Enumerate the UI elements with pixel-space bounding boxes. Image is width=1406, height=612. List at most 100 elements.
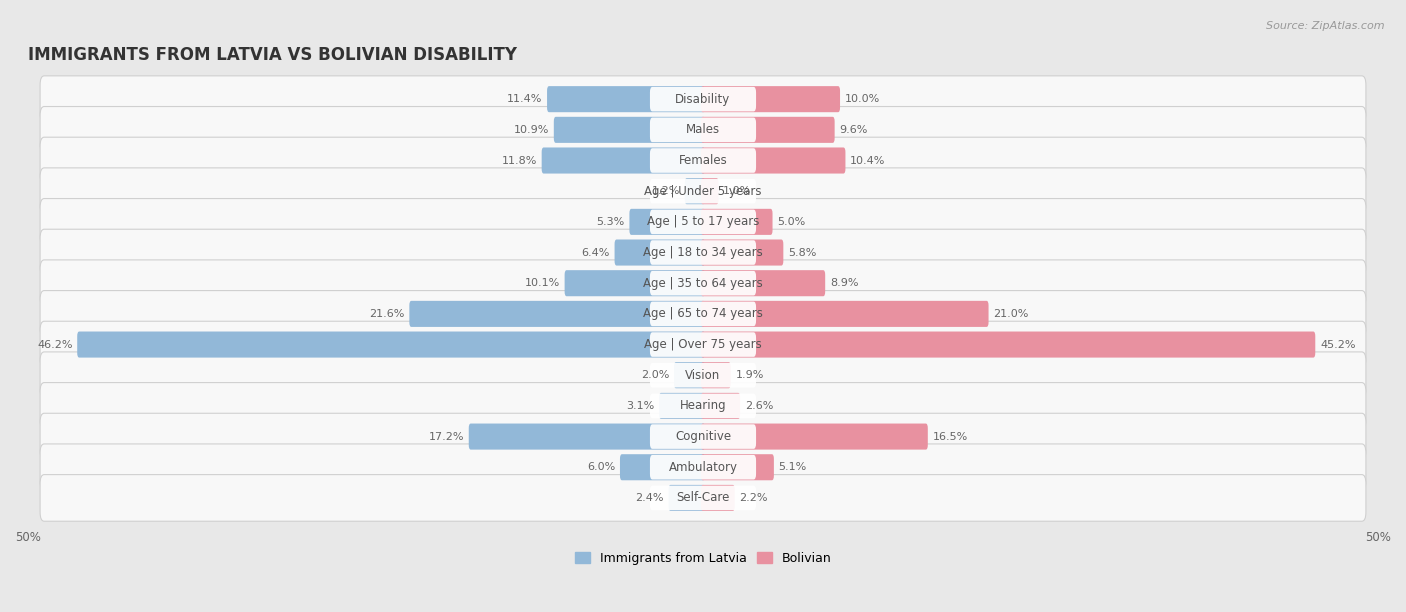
Text: 1.9%: 1.9% bbox=[735, 370, 763, 380]
FancyBboxPatch shape bbox=[702, 362, 731, 388]
Text: 17.2%: 17.2% bbox=[429, 431, 464, 442]
FancyBboxPatch shape bbox=[702, 117, 835, 143]
FancyBboxPatch shape bbox=[541, 147, 704, 174]
FancyBboxPatch shape bbox=[650, 271, 756, 296]
Text: Self-Care: Self-Care bbox=[676, 491, 730, 504]
Text: Age | 65 to 74 years: Age | 65 to 74 years bbox=[643, 307, 763, 320]
Text: 2.0%: 2.0% bbox=[641, 370, 669, 380]
Text: Vision: Vision bbox=[685, 368, 721, 382]
FancyBboxPatch shape bbox=[41, 382, 1365, 429]
Text: 5.3%: 5.3% bbox=[596, 217, 624, 227]
FancyBboxPatch shape bbox=[41, 352, 1365, 398]
Text: 46.2%: 46.2% bbox=[37, 340, 73, 349]
Text: Age | 5 to 17 years: Age | 5 to 17 years bbox=[647, 215, 759, 228]
Text: 3.1%: 3.1% bbox=[626, 401, 654, 411]
Text: 21.6%: 21.6% bbox=[370, 309, 405, 319]
FancyBboxPatch shape bbox=[650, 148, 756, 173]
Text: Disability: Disability bbox=[675, 92, 731, 106]
Text: 6.0%: 6.0% bbox=[586, 462, 616, 472]
Text: Age | 18 to 34 years: Age | 18 to 34 years bbox=[643, 246, 763, 259]
Text: 6.4%: 6.4% bbox=[582, 247, 610, 258]
Text: Females: Females bbox=[679, 154, 727, 167]
Text: 8.9%: 8.9% bbox=[830, 278, 859, 288]
Text: 10.9%: 10.9% bbox=[513, 125, 550, 135]
FancyBboxPatch shape bbox=[41, 321, 1365, 368]
Text: Ambulatory: Ambulatory bbox=[668, 461, 738, 474]
Text: 5.8%: 5.8% bbox=[787, 247, 817, 258]
FancyBboxPatch shape bbox=[702, 209, 772, 235]
FancyBboxPatch shape bbox=[702, 332, 1315, 357]
FancyBboxPatch shape bbox=[468, 424, 704, 450]
FancyBboxPatch shape bbox=[614, 239, 704, 266]
FancyBboxPatch shape bbox=[41, 137, 1365, 184]
FancyBboxPatch shape bbox=[702, 301, 988, 327]
Text: Age | 35 to 64 years: Age | 35 to 64 years bbox=[643, 277, 763, 289]
Text: 21.0%: 21.0% bbox=[993, 309, 1029, 319]
FancyBboxPatch shape bbox=[41, 230, 1365, 276]
FancyBboxPatch shape bbox=[409, 301, 704, 327]
Text: 2.6%: 2.6% bbox=[745, 401, 773, 411]
Text: 5.1%: 5.1% bbox=[779, 462, 807, 472]
FancyBboxPatch shape bbox=[702, 147, 845, 174]
FancyBboxPatch shape bbox=[673, 362, 704, 388]
FancyBboxPatch shape bbox=[41, 76, 1365, 122]
Text: Age | Under 5 years: Age | Under 5 years bbox=[644, 185, 762, 198]
Text: 11.8%: 11.8% bbox=[502, 155, 537, 165]
FancyBboxPatch shape bbox=[702, 239, 783, 266]
FancyBboxPatch shape bbox=[565, 270, 704, 296]
FancyBboxPatch shape bbox=[702, 393, 740, 419]
Text: 9.6%: 9.6% bbox=[839, 125, 868, 135]
FancyBboxPatch shape bbox=[650, 118, 756, 142]
FancyBboxPatch shape bbox=[685, 178, 704, 204]
FancyBboxPatch shape bbox=[659, 393, 704, 419]
FancyBboxPatch shape bbox=[41, 291, 1365, 337]
Text: 5.0%: 5.0% bbox=[778, 217, 806, 227]
Legend: Immigrants from Latvia, Bolivian: Immigrants from Latvia, Bolivian bbox=[575, 551, 831, 565]
FancyBboxPatch shape bbox=[547, 86, 704, 112]
FancyBboxPatch shape bbox=[630, 209, 704, 235]
FancyBboxPatch shape bbox=[650, 302, 756, 326]
FancyBboxPatch shape bbox=[650, 394, 756, 418]
Text: Hearing: Hearing bbox=[679, 400, 727, 412]
FancyBboxPatch shape bbox=[77, 332, 704, 357]
Text: 10.1%: 10.1% bbox=[524, 278, 560, 288]
Text: 1.0%: 1.0% bbox=[723, 186, 751, 196]
FancyBboxPatch shape bbox=[620, 454, 704, 480]
FancyBboxPatch shape bbox=[702, 270, 825, 296]
Text: Males: Males bbox=[686, 124, 720, 136]
FancyBboxPatch shape bbox=[702, 178, 718, 204]
Text: Source: ZipAtlas.com: Source: ZipAtlas.com bbox=[1267, 21, 1385, 31]
FancyBboxPatch shape bbox=[41, 475, 1365, 521]
FancyBboxPatch shape bbox=[41, 413, 1365, 460]
FancyBboxPatch shape bbox=[702, 86, 839, 112]
FancyBboxPatch shape bbox=[650, 486, 756, 510]
Text: 2.4%: 2.4% bbox=[636, 493, 664, 503]
FancyBboxPatch shape bbox=[41, 168, 1365, 214]
FancyBboxPatch shape bbox=[702, 424, 928, 450]
Text: 10.0%: 10.0% bbox=[845, 94, 880, 104]
FancyBboxPatch shape bbox=[41, 106, 1365, 153]
Text: 16.5%: 16.5% bbox=[932, 431, 967, 442]
Text: 45.2%: 45.2% bbox=[1320, 340, 1355, 349]
FancyBboxPatch shape bbox=[41, 260, 1365, 307]
FancyBboxPatch shape bbox=[650, 179, 756, 203]
Text: 1.2%: 1.2% bbox=[651, 186, 681, 196]
Text: Cognitive: Cognitive bbox=[675, 430, 731, 443]
FancyBboxPatch shape bbox=[554, 117, 704, 143]
FancyBboxPatch shape bbox=[41, 198, 1365, 245]
FancyBboxPatch shape bbox=[650, 332, 756, 357]
FancyBboxPatch shape bbox=[650, 87, 756, 111]
Text: 11.4%: 11.4% bbox=[508, 94, 543, 104]
FancyBboxPatch shape bbox=[650, 455, 756, 480]
FancyBboxPatch shape bbox=[650, 424, 756, 449]
FancyBboxPatch shape bbox=[702, 485, 735, 511]
FancyBboxPatch shape bbox=[702, 454, 773, 480]
Text: 2.2%: 2.2% bbox=[740, 493, 768, 503]
FancyBboxPatch shape bbox=[669, 485, 704, 511]
FancyBboxPatch shape bbox=[650, 363, 756, 387]
FancyBboxPatch shape bbox=[41, 444, 1365, 491]
Text: Age | Over 75 years: Age | Over 75 years bbox=[644, 338, 762, 351]
FancyBboxPatch shape bbox=[650, 209, 756, 234]
Text: 10.4%: 10.4% bbox=[851, 155, 886, 165]
FancyBboxPatch shape bbox=[650, 241, 756, 265]
